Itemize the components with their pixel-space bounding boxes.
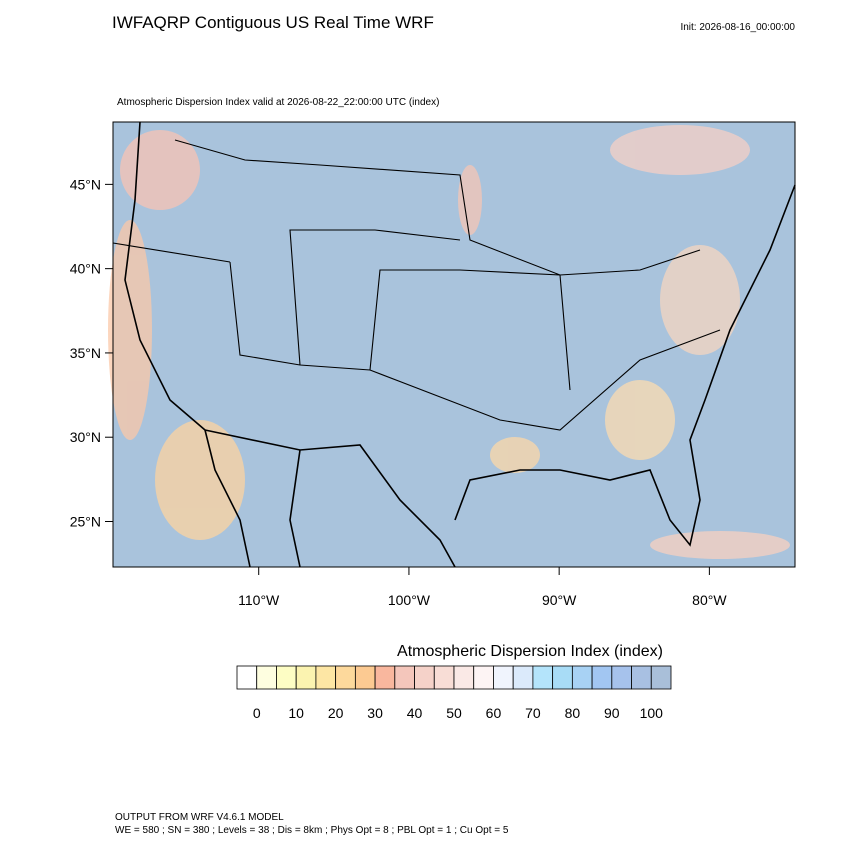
colorbar-box	[571, 665, 593, 690]
field-patches	[108, 125, 790, 559]
colorbar-box	[552, 665, 573, 690]
footer-line: WE = 580 ; SN = 380 ; Levels = 38 ; Dis …	[115, 825, 509, 836]
x-tick-label: 110°W	[238, 592, 280, 608]
patch	[155, 420, 245, 540]
colorbar-box	[512, 665, 534, 690]
colorbar-box	[374, 665, 396, 690]
colorbar-tick-label: 30	[367, 705, 383, 721]
colorbar-box	[315, 665, 337, 690]
colorbar-box	[335, 665, 356, 690]
colorbar-box	[394, 665, 415, 690]
colorbar-box	[493, 665, 514, 690]
colorbar-box	[532, 665, 554, 690]
y-tick-label: 25°N	[70, 513, 101, 529]
map	[108, 121, 796, 568]
colorbar-box	[276, 665, 297, 690]
x-tick-label: 100°W	[388, 592, 431, 608]
footer-line: OUTPUT FROM WRF V4.6.1 MODEL	[115, 812, 284, 823]
colorbar-box	[453, 665, 475, 690]
colorbar-tick-label: 90	[604, 705, 620, 721]
colorbar-tick-label: 40	[407, 705, 423, 721]
y-tick-label: 30°N	[70, 429, 101, 445]
coastline	[124, 121, 796, 568]
colorbar-box	[295, 665, 317, 690]
colorbar-box	[433, 665, 455, 690]
patch	[605, 380, 675, 460]
title: IWFAQRP Contiguous US Real Time WRF	[112, 13, 434, 32]
y-tick-label: 35°N	[70, 345, 101, 361]
patch	[660, 245, 740, 355]
colorbar-tick-label: 50	[446, 705, 462, 721]
colorbar-box	[650, 665, 672, 690]
x-tick-label: 80°W	[692, 592, 727, 608]
colorbar-tick-label: 70	[525, 705, 541, 721]
patch	[458, 165, 482, 235]
colorbar-tick-label: 0	[253, 705, 261, 721]
colorbar-tick-label: 80	[565, 705, 581, 721]
colorbar-title: Atmospheric Dispersion Index (index)	[397, 643, 663, 660]
colorbar-box	[611, 665, 632, 690]
patch	[490, 437, 540, 473]
colorbar-box	[414, 665, 435, 690]
patch	[650, 531, 790, 559]
patch	[120, 130, 200, 210]
colorbar-box	[631, 665, 652, 690]
colorbar-tick-label: 10	[288, 705, 304, 721]
colorbar-tick-label: 60	[486, 705, 502, 721]
subtitle: Atmospheric Dispersion Index valid at 20…	[117, 97, 439, 108]
patch	[610, 125, 750, 175]
patch	[108, 220, 152, 440]
colorbar-box	[473, 665, 494, 690]
colorbar-tick-label: 100	[640, 705, 664, 721]
map-frame	[112, 121, 796, 568]
colorbar-tick-label: 20	[328, 705, 344, 721]
y-tick-label: 45°N	[70, 176, 101, 192]
x-tick-label: 90°W	[542, 592, 577, 608]
colorbar-box	[354, 665, 376, 690]
state-borders	[112, 139, 721, 431]
y-tick-label: 40°N	[70, 261, 101, 277]
colorbar-box	[256, 665, 277, 690]
colorbar-box	[591, 665, 613, 690]
init-time: Init: 2026-08-16_00:00:00	[680, 22, 795, 33]
colorbar-box	[236, 665, 258, 690]
